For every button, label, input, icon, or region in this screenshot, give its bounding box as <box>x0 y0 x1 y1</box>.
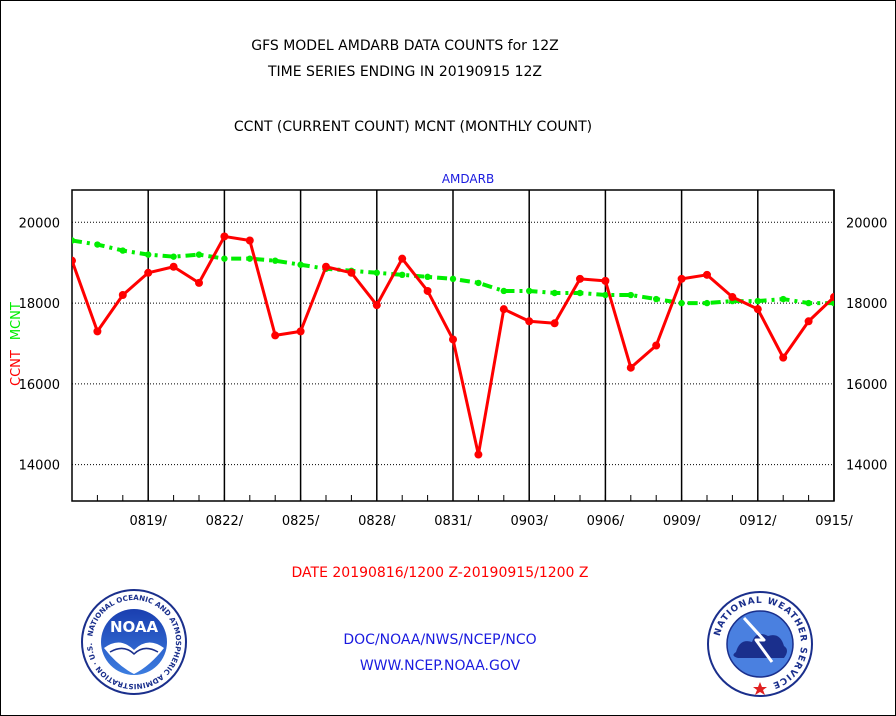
x-tick-label: 0819/ <box>129 514 167 529</box>
point-ccnt <box>144 268 153 277</box>
point-mcnt <box>297 261 304 268</box>
point-mcnt <box>830 299 834 307</box>
point-mcnt <box>627 291 634 299</box>
x-tick-label: 0912/ <box>739 514 777 529</box>
point-mcnt <box>576 289 584 297</box>
x-tick-label: 0903/ <box>510 514 548 529</box>
point-ccnt <box>347 268 356 277</box>
point-mcnt <box>72 237 76 244</box>
point-mcnt <box>475 279 482 287</box>
point-ccnt <box>830 293 834 302</box>
point-ccnt <box>703 270 711 279</box>
y-axis-label-mcnt: MCNT <box>9 302 24 340</box>
point-mcnt <box>678 299 685 307</box>
point-ccnt <box>271 331 280 340</box>
point-mcnt <box>602 291 609 299</box>
x-tick-label: 0822/ <box>206 514 244 529</box>
point-ccnt <box>601 276 610 285</box>
x-tick-label: 0825/ <box>282 514 320 529</box>
point-ccnt <box>195 278 203 287</box>
chart-title-line-1: GFS MODEL AMDARB DATA COUNTS for 12Z <box>251 38 559 54</box>
point-ccnt <box>372 301 381 310</box>
point-ccnt <box>398 254 407 263</box>
point-mcnt <box>145 251 152 258</box>
series-ccnt <box>72 232 834 459</box>
point-ccnt <box>93 327 102 336</box>
point-ccnt <box>423 286 432 295</box>
x-tick-label: 0909/ <box>663 514 701 529</box>
point-ccnt <box>322 262 330 271</box>
website-link[interactable]: WWW.NCEP.NOAA.GOV <box>359 658 521 674</box>
point-ccnt <box>525 317 534 326</box>
y-tick-label-right: 20000 <box>846 216 887 231</box>
point-mcnt <box>500 287 507 295</box>
point-mcnt <box>170 253 177 260</box>
point-ccnt <box>626 363 635 372</box>
x-tick-label: 0828/ <box>358 514 396 529</box>
point-ccnt <box>296 327 305 336</box>
nws-logo: NATIONAL WEATHER SERVICE <box>707 591 813 697</box>
point-mcnt <box>399 271 406 279</box>
point-ccnt <box>576 274 584 283</box>
y-tick-label-left: 20000 <box>19 216 60 231</box>
y-tick-label-right: 16000 <box>846 378 887 393</box>
point-mcnt <box>780 295 787 303</box>
point-mcnt <box>449 275 457 283</box>
point-mcnt <box>272 257 279 264</box>
y-tick-label-left: 18000 <box>19 297 60 312</box>
point-mcnt <box>551 289 558 297</box>
point-ccnt <box>474 450 483 459</box>
point-ccnt <box>779 353 788 362</box>
point-ccnt <box>550 319 559 328</box>
point-ccnt <box>652 341 661 350</box>
date-range-label: DATE 20190816/1200 Z-20190915/1200 Z <box>291 565 589 581</box>
point-ccnt <box>753 305 762 314</box>
point-ccnt <box>499 305 508 314</box>
chart-title: AMDARB <box>442 172 494 186</box>
y-axis-label-ccnt: CCNT <box>9 350 24 386</box>
point-ccnt <box>804 317 813 326</box>
point-ccnt <box>169 262 178 271</box>
y-tick-label-left: 16000 <box>19 378 60 393</box>
point-mcnt <box>805 299 812 307</box>
point-ccnt <box>118 291 127 300</box>
y-tick-label-right: 14000 <box>846 459 887 474</box>
point-mcnt <box>373 269 380 276</box>
point-ccnt <box>72 256 76 265</box>
series-mcnt <box>72 237 834 307</box>
point-ccnt <box>728 293 737 302</box>
point-mcnt <box>653 295 660 303</box>
point-mcnt <box>526 287 533 295</box>
noaa-logo: NATIONAL OCEANIC AND ATMOSPHERIC ADMINIS… <box>80 588 187 695</box>
x-tick-label: 0831/ <box>434 514 472 529</box>
point-mcnt <box>119 247 127 254</box>
noaa-center-text: NOAA <box>110 618 159 636</box>
chart-title-line-2: TIME SERIES ENDING IN 20190915 12Z <box>268 64 542 80</box>
point-mcnt <box>221 255 228 262</box>
x-tick-label: 0915/ <box>815 514 853 529</box>
point-mcnt <box>94 241 101 248</box>
chart-title-line-3: CCNT (CURRENT COUNT) MCNT (MONTHLY COUNT… <box>233 119 593 135</box>
point-ccnt <box>220 232 229 241</box>
point-mcnt <box>703 299 711 307</box>
x-tick-label: 0906/ <box>587 514 625 529</box>
point-mcnt <box>195 251 203 258</box>
point-mcnt <box>424 273 431 281</box>
y-tick-label-left: 14000 <box>19 459 60 474</box>
point-ccnt <box>245 236 254 245</box>
point-ccnt <box>677 274 686 283</box>
point-mcnt <box>246 255 253 262</box>
point-ccnt <box>449 335 457 344</box>
org-label: DOC/NOAA/NWS/NCEP/NCO <box>343 632 537 648</box>
y-axis-label: CCNT MCNT <box>9 302 24 386</box>
point-mcnt <box>754 297 761 305</box>
y-tick-label-right: 18000 <box>846 297 887 312</box>
